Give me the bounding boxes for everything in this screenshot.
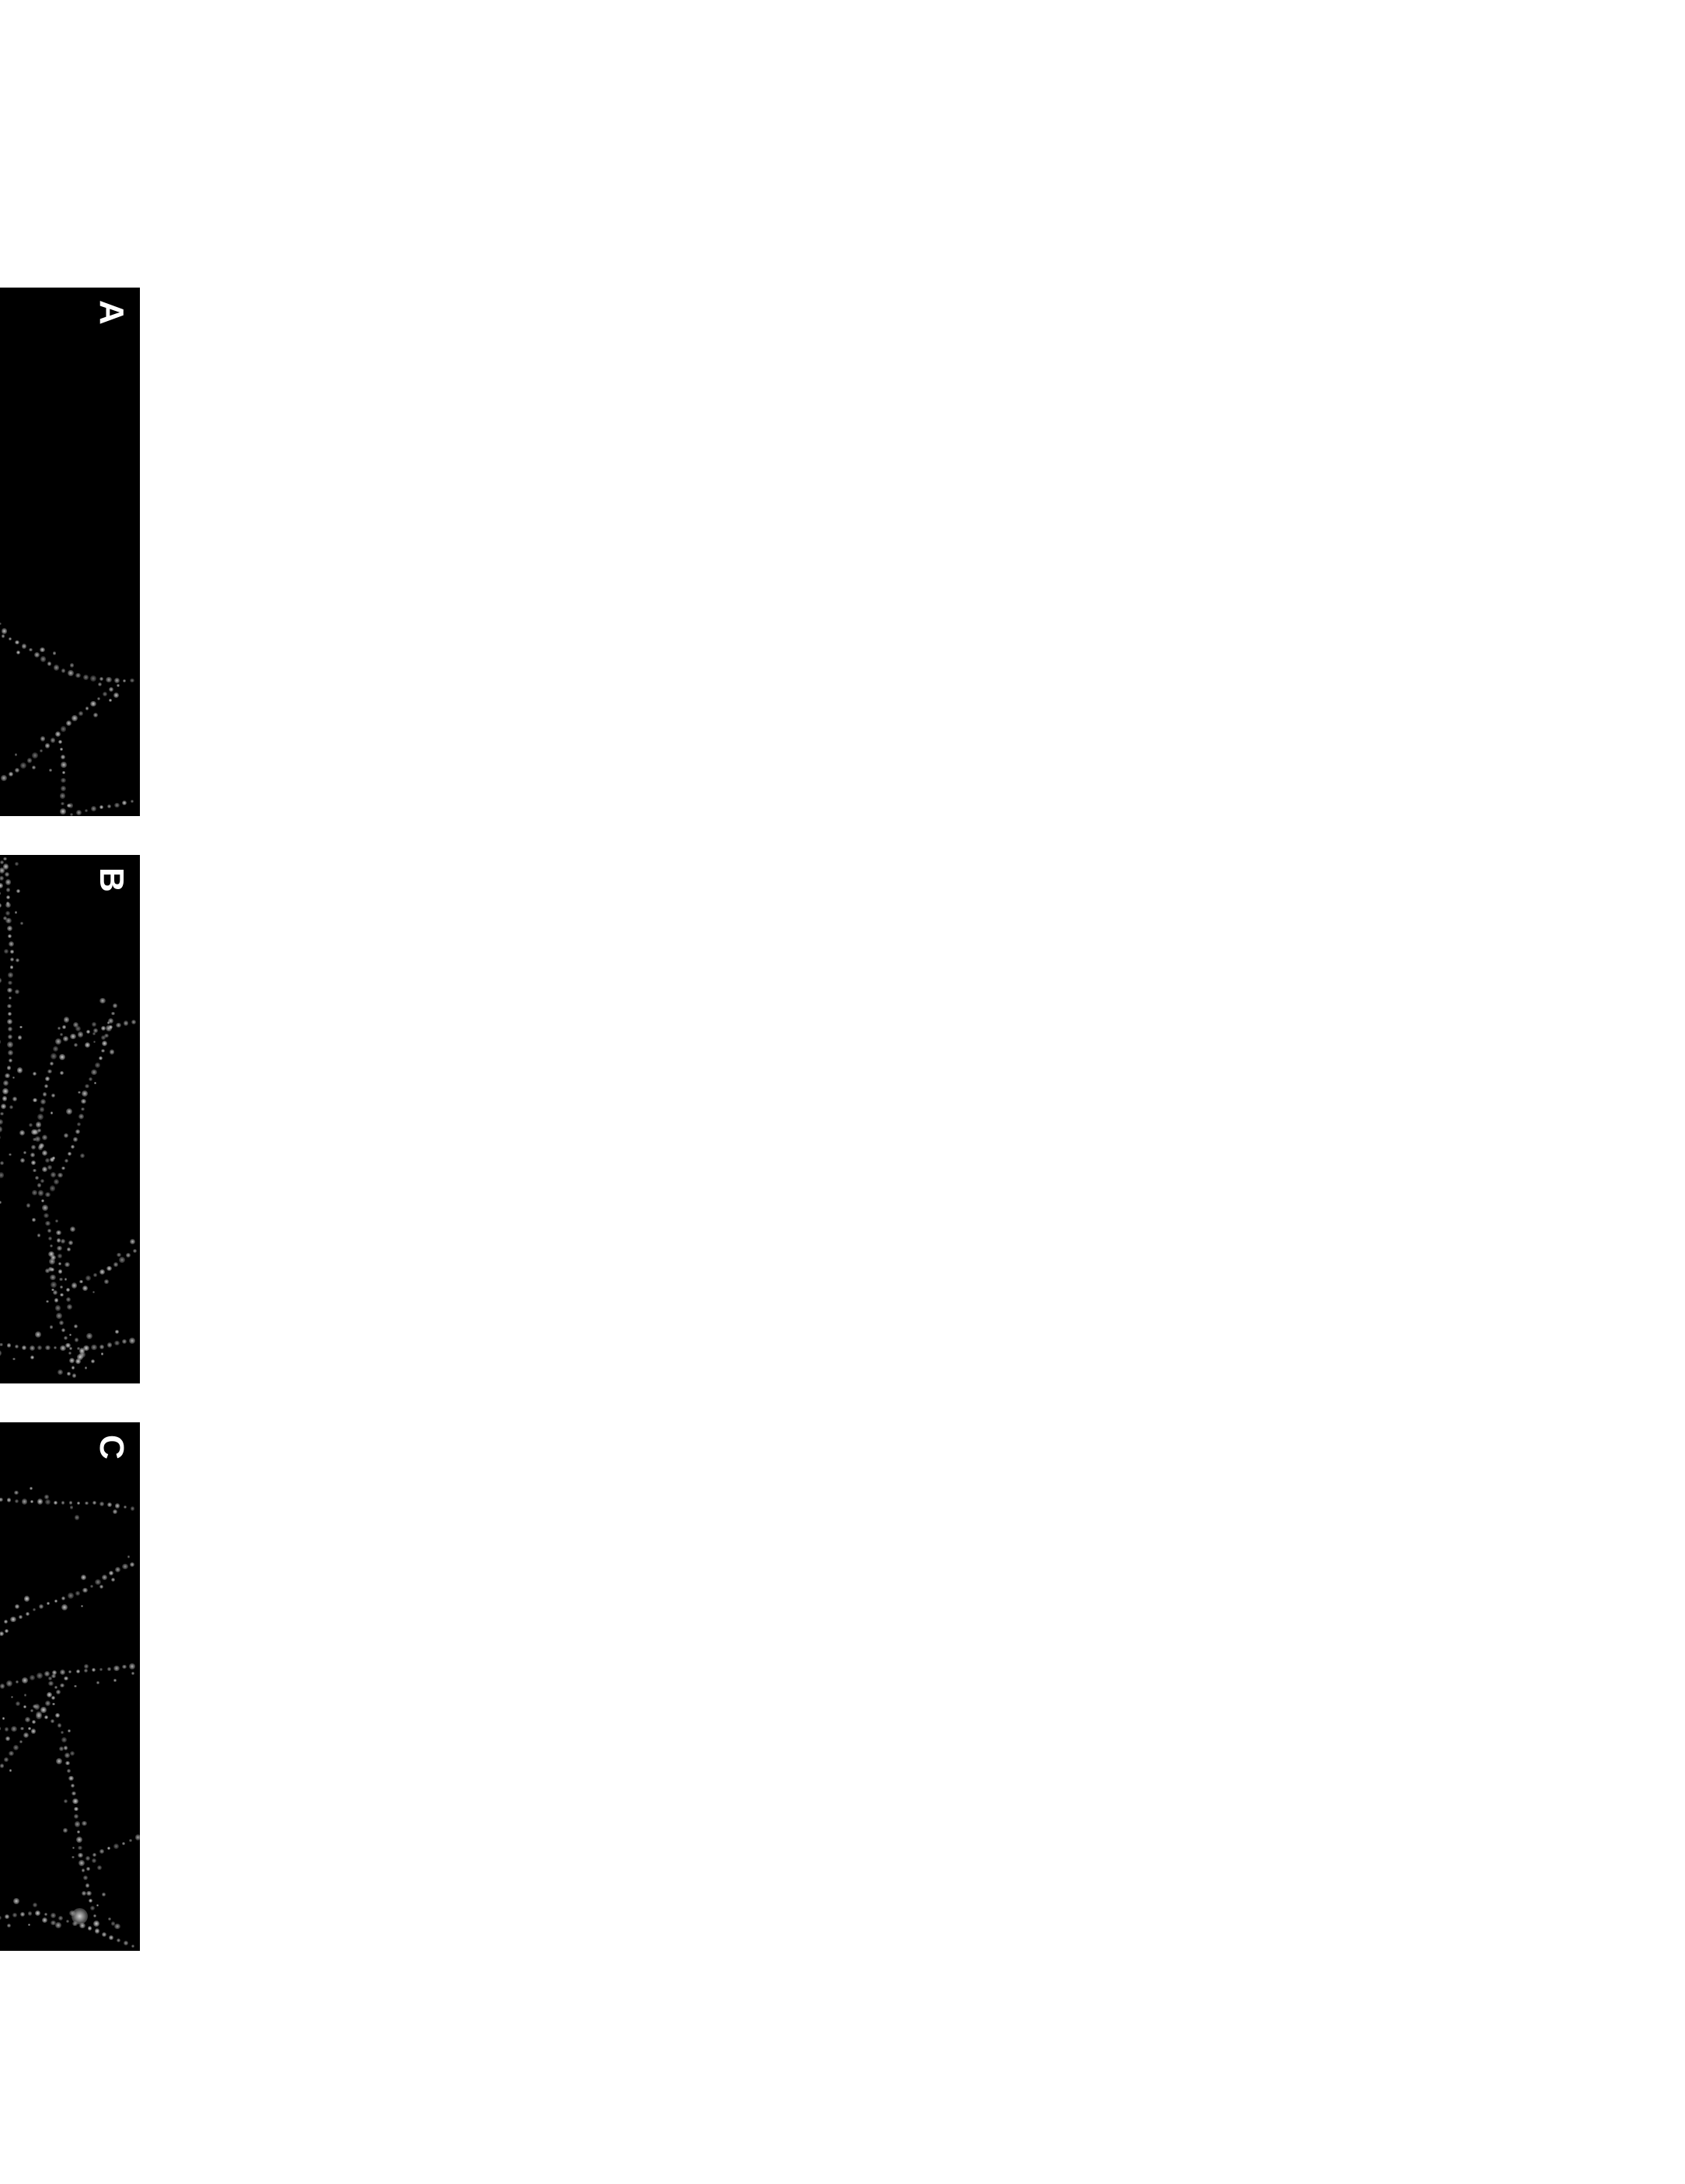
panel-C-block: C Figure 3C <box>0 1422 140 1951</box>
micrograph-row: A 10 μm Figure 3A B Figure 3B C Figure 3… <box>0 187 140 2052</box>
micrograph-A: A 10 μm <box>0 288 140 816</box>
panel-A-block: A 10 μm Figure 3A <box>0 288 140 816</box>
panel-letter-A: A <box>92 300 131 325</box>
micrograph-B: B <box>0 855 140 1383</box>
panel-B-block: B Figure 3B <box>0 855 140 1383</box>
panel-letter-B: B <box>92 867 131 892</box>
panel-letter-C: C <box>92 1435 131 1460</box>
micrograph-C: C <box>0 1422 140 1951</box>
